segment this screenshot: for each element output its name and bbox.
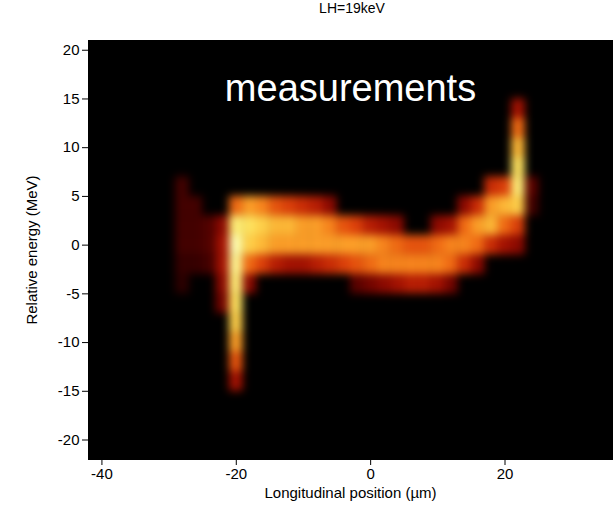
svg-text:5: 5 (71, 187, 79, 204)
svg-text:0: 0 (71, 236, 79, 253)
svg-text:10: 10 (63, 138, 80, 155)
html-text:LH=19keV: LH=19keV (319, 0, 385, 16)
svg-text:measurements: measurements (225, 67, 476, 109)
svg-text:20: 20 (497, 465, 514, 482)
svg-text:0: 0 (366, 465, 374, 482)
svg-text:15: 15 (63, 90, 80, 107)
svg-text:-5: -5 (66, 285, 79, 302)
svg-text:20: 20 (63, 41, 80, 58)
svg-text:-15: -15 (58, 382, 80, 399)
svg-text:-40: -40 (91, 465, 113, 482)
svg-text:Relative energy (MeV): Relative energy (MeV) (23, 175, 40, 324)
svg-text:Longitudinal position (µm): Longitudinal position (µm) (264, 484, 436, 501)
svg-text:-20: -20 (225, 465, 247, 482)
svg-text:-10: -10 (58, 333, 80, 350)
svg-text:-20: -20 (58, 431, 80, 448)
